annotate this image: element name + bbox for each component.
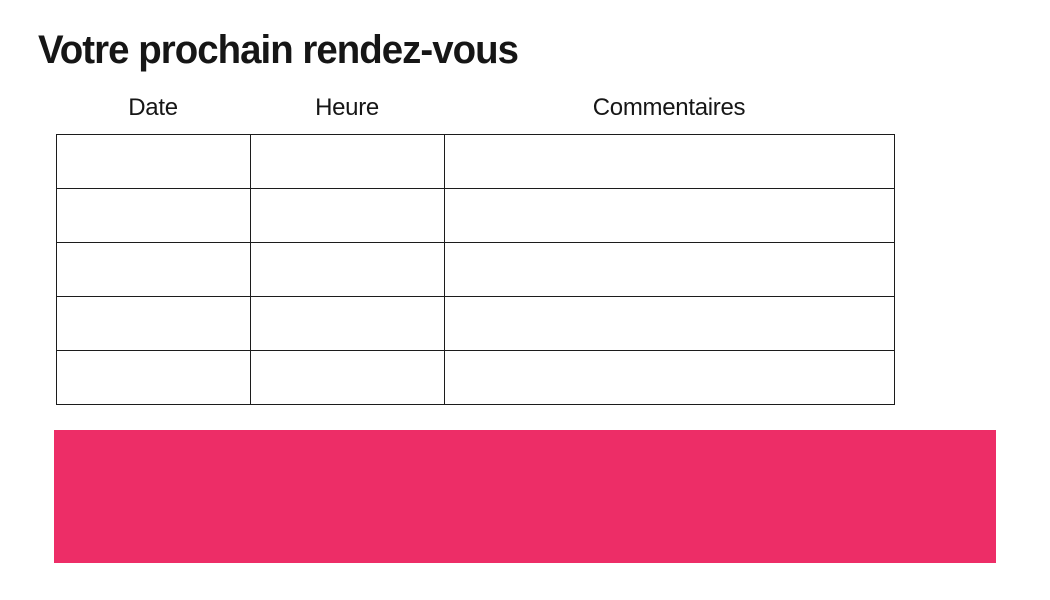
table-cell <box>444 296 895 351</box>
table-cell <box>56 134 251 189</box>
appointments-table <box>56 134 895 405</box>
column-header-commentaires: Commentaires <box>592 94 746 121</box>
table-cell <box>250 350 445 405</box>
column-header-heure: Heure <box>315 94 379 121</box>
table-cell <box>250 188 445 243</box>
table-cell <box>56 296 251 351</box>
table-cell <box>56 188 251 243</box>
pink-banner <box>54 430 996 563</box>
table-row <box>56 242 895 297</box>
table-row <box>56 134 895 189</box>
table-cell <box>250 242 445 297</box>
table-row <box>56 350 895 405</box>
column-header-date: Date <box>128 94 178 121</box>
table-cell <box>250 134 445 189</box>
table-cell <box>444 188 895 243</box>
page-title: Votre prochain rendez-vous <box>38 28 519 72</box>
table-cell <box>56 242 251 297</box>
table-cell <box>250 296 445 351</box>
table-cell <box>444 350 895 405</box>
table-row <box>56 296 895 351</box>
table-row <box>56 188 895 243</box>
table-cell <box>444 134 895 189</box>
table-header-row: Date Heure Commentaires <box>56 92 894 124</box>
table-cell <box>56 350 251 405</box>
table-cell <box>444 242 895 297</box>
